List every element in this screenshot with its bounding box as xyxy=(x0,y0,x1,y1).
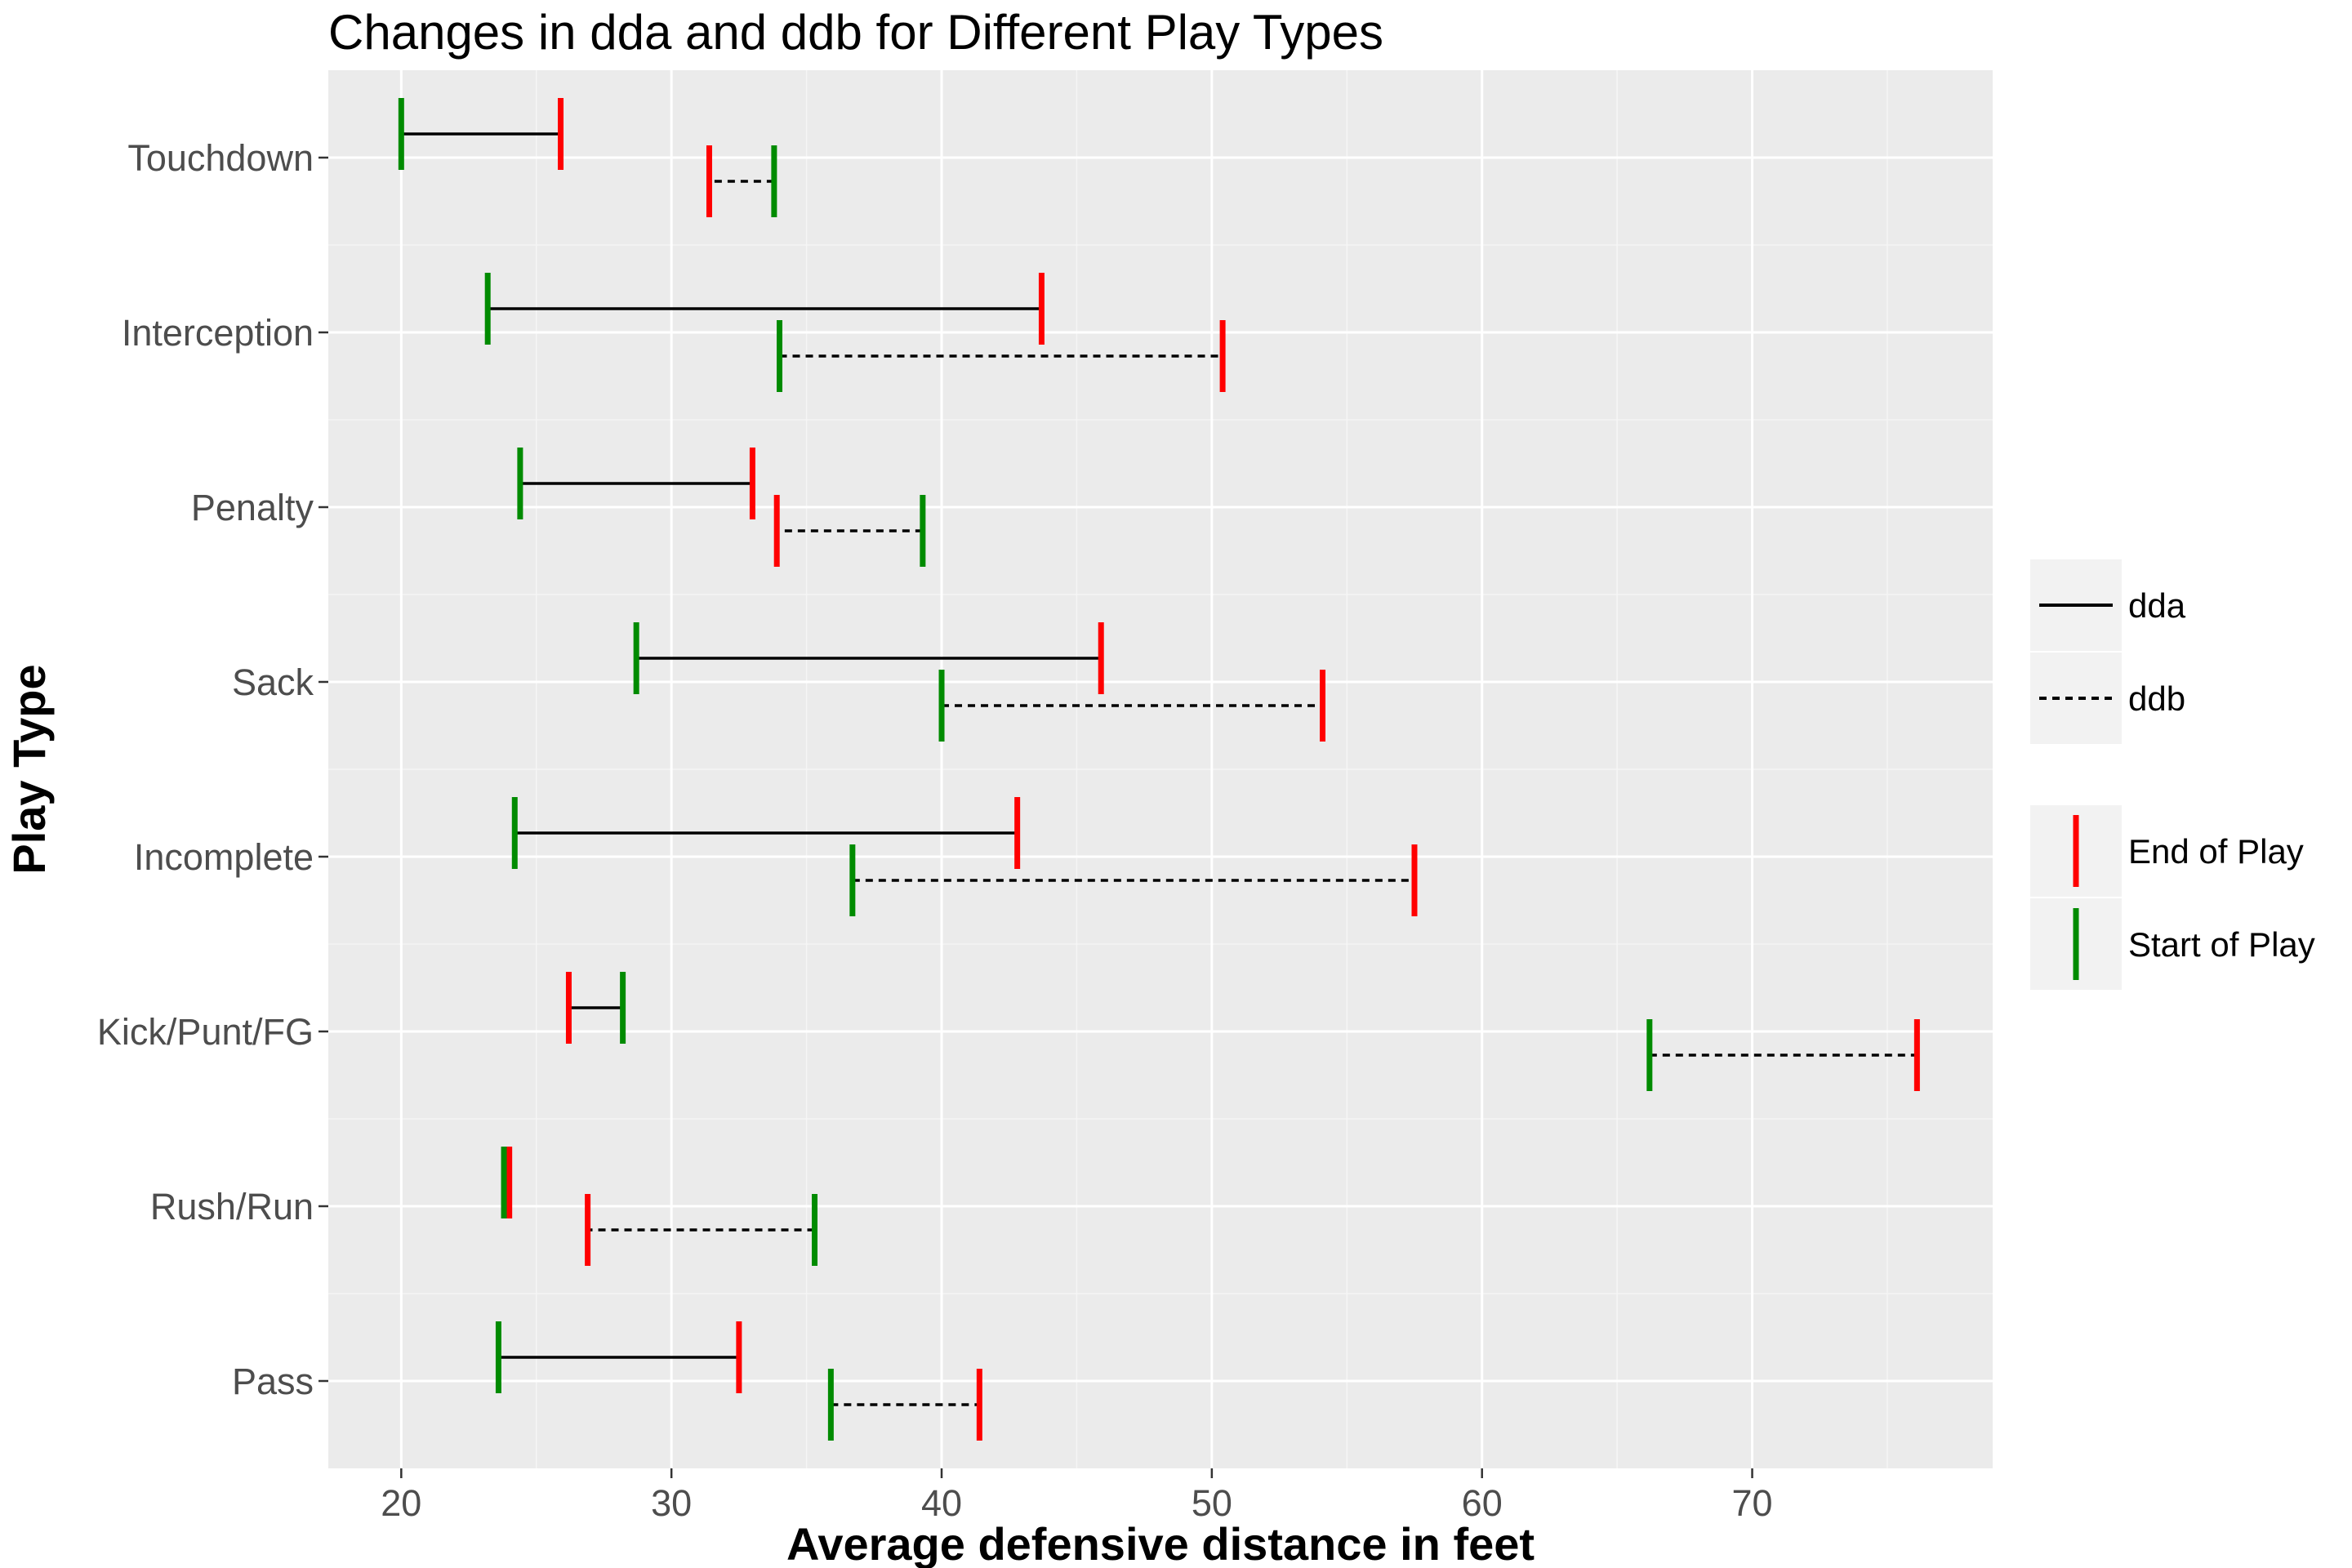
y-tick-label: Rush/Run xyxy=(150,1186,314,1227)
x-tick-label: 30 xyxy=(651,1482,692,1524)
x-tick-label: 70 xyxy=(1732,1482,1773,1524)
legend-label-end-of-play: End of Play xyxy=(2128,832,2304,871)
y-tick-label: Touchdown xyxy=(127,137,314,179)
x-axis-title: Average defensive distance in feet xyxy=(786,1518,1535,1568)
axes: 20 30 40 50 60 70 Touchdown Interception Penalty… xyxy=(97,137,1773,1524)
y-tick-label: Penalty xyxy=(191,487,314,528)
legend-label-start-of-play: Start of Play xyxy=(2128,925,2315,964)
legend-label-ddb: ddb xyxy=(2128,679,2185,718)
y-tick-label: Sack xyxy=(232,662,314,703)
legend-label-dda: dda xyxy=(2128,586,2186,625)
legend-markers: End of Play Start of Play xyxy=(2030,805,2315,990)
chart-marks xyxy=(398,98,1920,1441)
chart-title: Changes in dda and ddb for Different Pla… xyxy=(328,5,1383,60)
x-tick-label: 60 xyxy=(1462,1482,1503,1524)
legend-linetype: dda ddb xyxy=(2030,559,2186,744)
y-tick-label: Interception xyxy=(122,312,314,354)
x-tick-label: 20 xyxy=(381,1482,421,1524)
y-tick-label: Kick/Punt/FG xyxy=(97,1011,314,1053)
y-tick-label: Pass xyxy=(232,1361,314,1402)
y-axis-title: Play Type xyxy=(3,664,55,874)
x-tick-label: 40 xyxy=(921,1482,962,1524)
grid xyxy=(328,70,1993,1468)
x-tick-label: 50 xyxy=(1192,1482,1232,1524)
y-tick-label: Incomplete xyxy=(134,836,314,878)
